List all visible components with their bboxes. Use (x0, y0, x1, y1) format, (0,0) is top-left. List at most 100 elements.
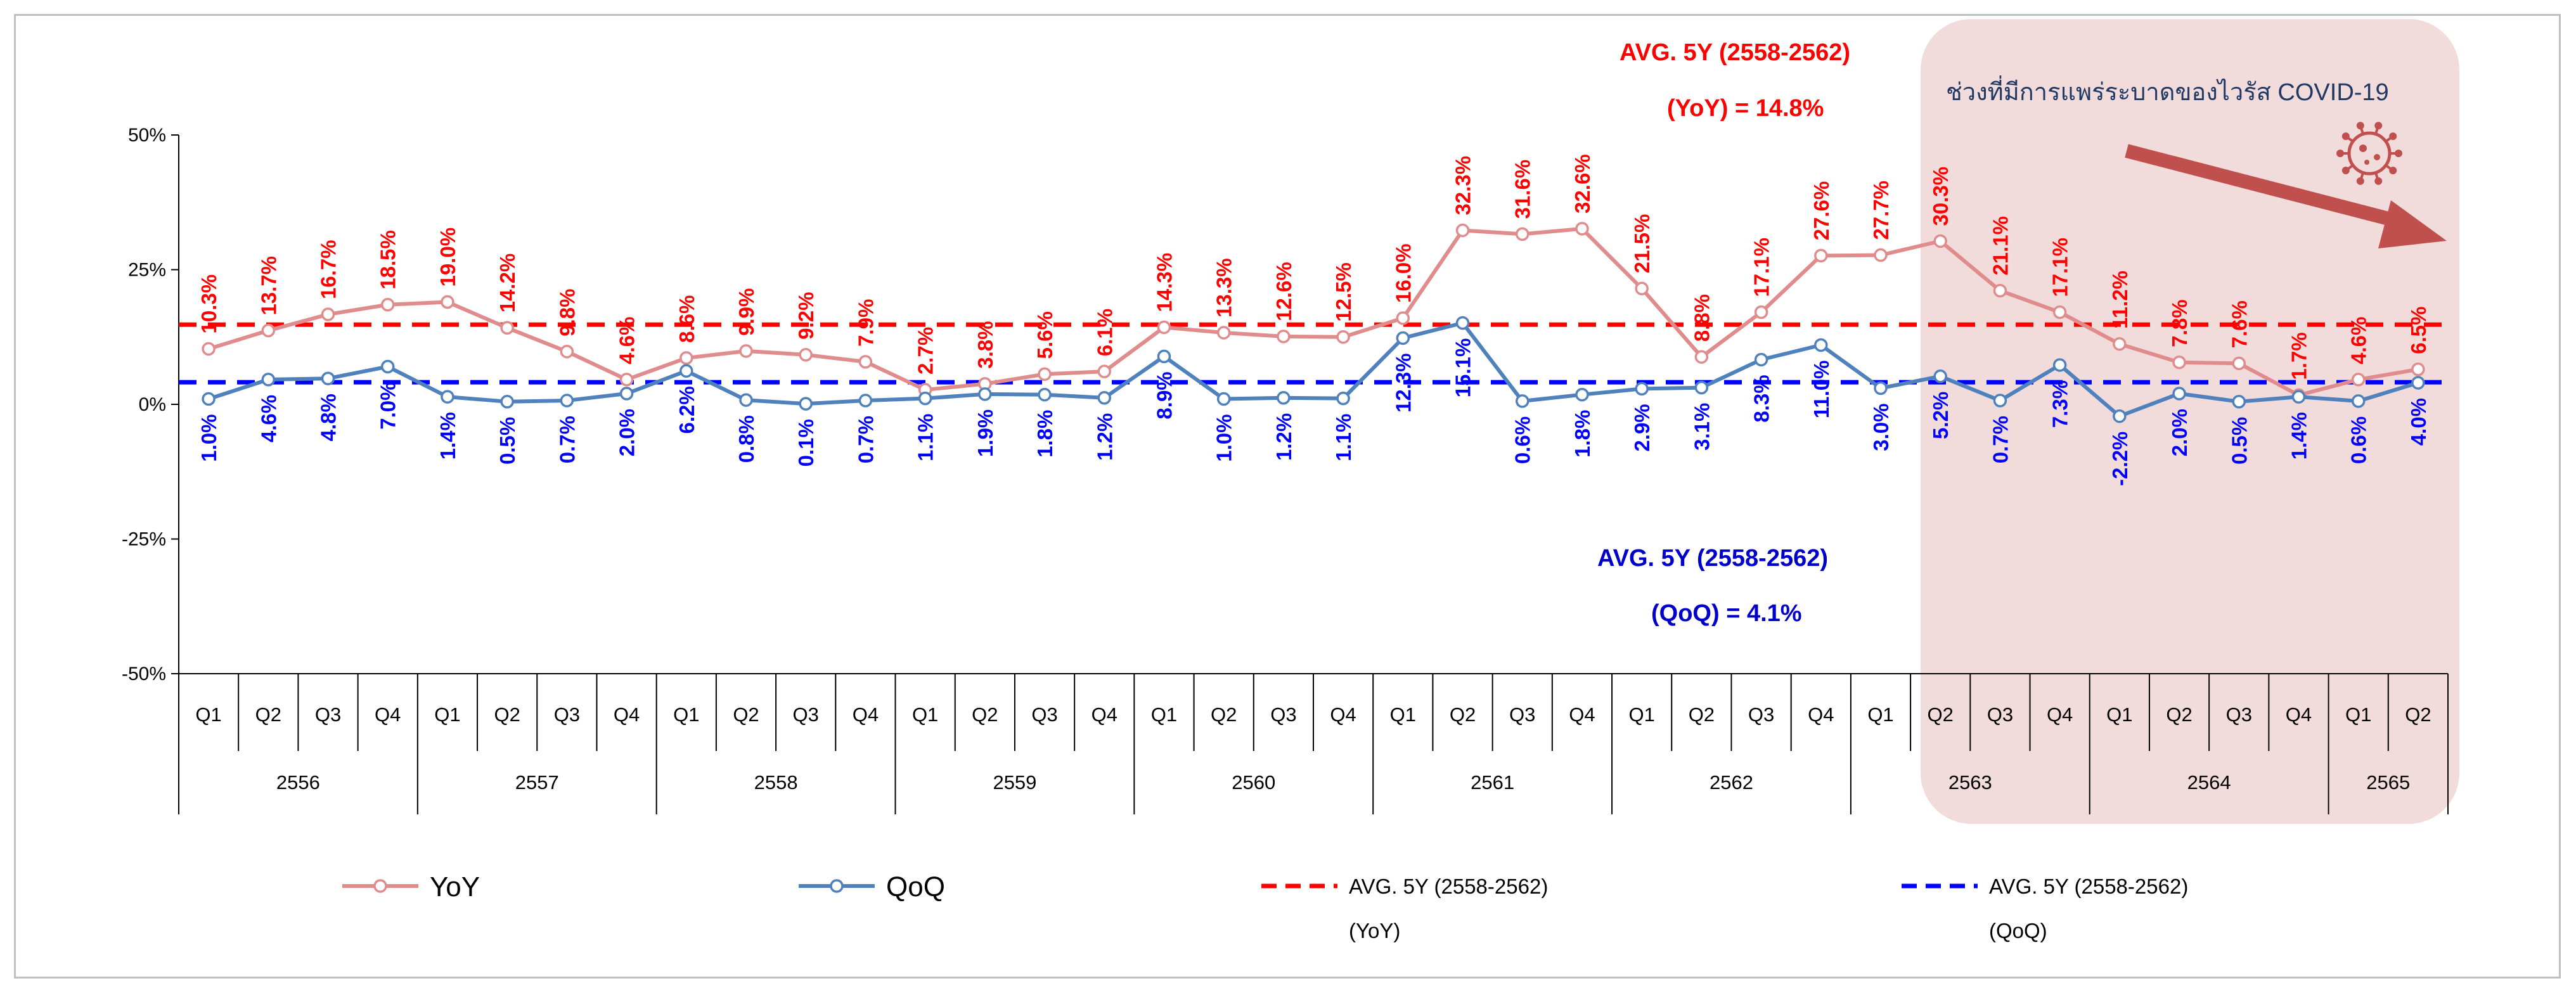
avg-qoq-annotation-line1: AVG. 5Y (2558-2562) (1597, 545, 1828, 572)
yoy-data-label: 7.6% (2227, 300, 2251, 348)
qoq-data-point (918, 391, 932, 406)
qoq-data-label: 7.3% (2049, 380, 2072, 428)
virus-dot (2359, 144, 2367, 152)
legend-yoy-marker (373, 879, 387, 893)
qoq-data-label: 6.2% (675, 386, 699, 433)
qoq-data-label: 1.1% (914, 414, 937, 461)
qoq-data-label: 1.8% (1571, 410, 1594, 458)
category-label: Q3 (554, 703, 580, 726)
qoq-data-label: 1.4% (436, 412, 460, 459)
category-label: Q2 (494, 703, 520, 726)
category-label: Q3 (2226, 703, 2252, 726)
category-label: Q4 (1808, 703, 1834, 726)
category-label: Q1 (1390, 703, 1416, 726)
yoy-data-label: 14.3% (1152, 253, 1176, 312)
year-label: 2564 (2187, 771, 2231, 793)
category-label: Q3 (793, 703, 819, 726)
qoq-data-point (1157, 349, 1171, 364)
qoq-data-point (560, 394, 574, 408)
virus-dot (2374, 154, 2380, 160)
qoq-data-label: 1.4% (2287, 412, 2310, 459)
yoy-data-point (500, 321, 514, 335)
qoq-data-point (978, 387, 992, 401)
yoy-data-point (739, 344, 753, 358)
year-label: 2559 (993, 771, 1036, 793)
yoy-data-label: 1.7% (2287, 332, 2310, 380)
yoy-data-label: 10.3% (197, 274, 221, 334)
qoq-data-label: 0.6% (2347, 416, 2371, 464)
qoq-data-point (500, 395, 514, 409)
virus-icon (2336, 122, 2402, 185)
virus-spike-tip (2341, 132, 2350, 140)
yoy-data-label: 9.8% (555, 288, 579, 336)
category-label: Q2 (1928, 703, 1954, 726)
category-label: Q4 (2047, 703, 2073, 726)
qoq-data-point (202, 392, 216, 406)
qoq-data-point (2351, 394, 2366, 408)
category-label: Q3 (315, 703, 341, 726)
category-label: Q1 (434, 703, 460, 726)
yoy-data-label: 13.3% (1213, 258, 1236, 318)
qoq-data-label: 1.0% (197, 414, 221, 462)
category-label: Q4 (853, 703, 879, 726)
qoq-data-point (321, 371, 335, 385)
category-label: Q4 (375, 703, 401, 726)
yoy-data-point (1336, 330, 1350, 344)
legend-avg-qoq-label: AVG. 5Y (2558-2562) (1989, 875, 2188, 898)
yoy-data-point (2052, 305, 2067, 319)
yoy-data-label: 2.7% (914, 327, 937, 375)
category-label: Q1 (1867, 703, 1893, 726)
category-label: Q2 (1689, 703, 1715, 726)
qoq-data-point (1396, 331, 1410, 345)
virus-body (2347, 131, 2392, 176)
year-label: 2558 (754, 771, 798, 793)
yoy-data-point (1575, 222, 1589, 236)
category-label: Q3 (1509, 703, 1535, 726)
y-tick-label: 25% (128, 260, 166, 281)
legend-yoy-label: YoY (430, 871, 480, 902)
qoq-data-label: 0.7% (555, 416, 579, 463)
yoy-data-point (1515, 227, 1530, 241)
qoq-data-point (2411, 376, 2425, 390)
yoy-data-point (1814, 248, 1828, 263)
yoy-data-point (1993, 283, 2007, 298)
qoq-data-point (1874, 381, 1888, 395)
yoy-data-label: 9.9% (735, 288, 758, 336)
yoy-data-label: 4.6% (2347, 317, 2371, 364)
category-label: Q3 (1031, 703, 1057, 726)
yoy-data-label: 32.6% (1571, 154, 1594, 214)
legend-avg-qoq-sublabel: (QoQ) (1989, 919, 2047, 942)
qoq-data-point (1216, 392, 1231, 406)
virus-spike-tip (2336, 150, 2344, 157)
yoy-data-label: 16.7% (317, 240, 340, 299)
qoq-data-point (679, 364, 693, 378)
yoy-data-point (2232, 356, 2246, 371)
yoy-data-label: 4.6% (615, 317, 639, 364)
yoy-data-point (2113, 337, 2127, 351)
yoy-data-label: 17.1% (2049, 238, 2072, 297)
qoq-data-label: 1.2% (1272, 413, 1296, 461)
qoq-data-label: -2.2% (2108, 432, 2132, 486)
qoq-data-label: 0.7% (1988, 416, 2012, 463)
qoq-data-label: 11.0% (1810, 361, 1833, 419)
year-label: 2560 (1232, 771, 1275, 793)
qoq-data-label: 2.9% (1630, 404, 1654, 451)
yoy-data-label: 12.5% (1332, 262, 1355, 322)
category-label: Q4 (1092, 703, 1117, 726)
y-tick-label: -50% (122, 664, 166, 684)
yoy-data-label: 3.8% (974, 321, 997, 368)
qoq-data-point (1336, 391, 1350, 406)
category-label: Q2 (2166, 703, 2192, 726)
yoy-data-label: 18.5% (377, 230, 400, 290)
category-label: Q1 (2106, 703, 2132, 726)
yoy-data-label: 6.1% (1093, 309, 1116, 356)
qoq-data-label: 8.3% (1750, 375, 1774, 422)
yoy-data-label: 17.1% (1750, 238, 1774, 297)
qoq-data-point (1754, 352, 1768, 367)
yoy-data-point (1455, 223, 1470, 238)
qoq-data-point (1277, 391, 1291, 405)
virus-spike-tip (2374, 122, 2383, 130)
category-label: Q2 (2405, 703, 2431, 726)
yoy-data-point (1097, 364, 1112, 378)
